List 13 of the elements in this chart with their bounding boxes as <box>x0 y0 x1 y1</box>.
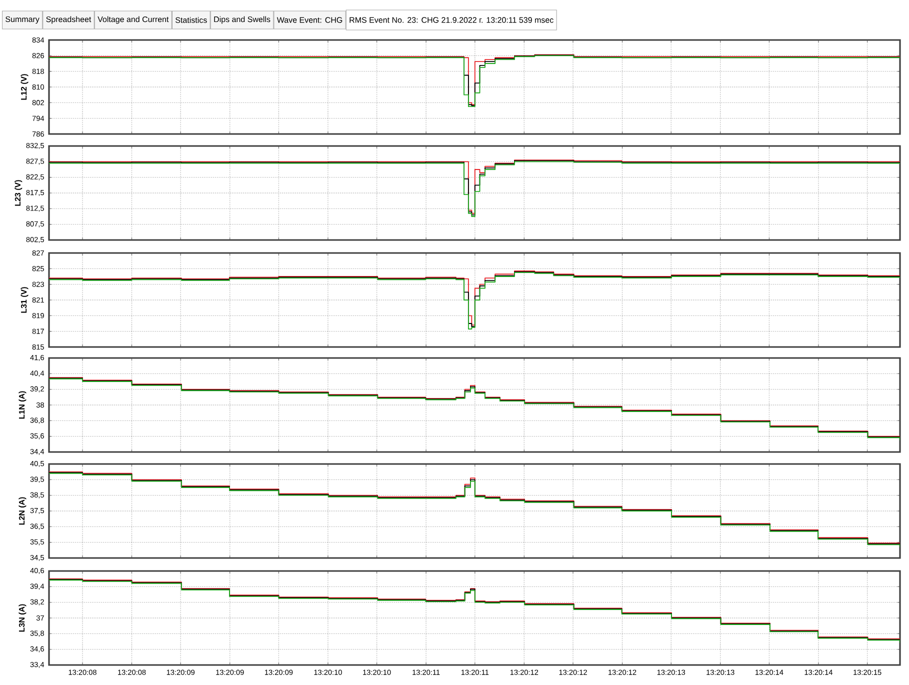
text: Voltage and Current <box>98 16 169 24</box>
text: Statistics <box>176 17 207 23</box>
chart-title: RMS Event No. 23: CHG 21.9.2022 г. 13:20:11 539 msec <box>350 17 554 23</box>
y-axis-title: L23 (V) <box>14 180 22 206</box>
text: Summary <box>6 16 40 24</box>
y-axis-title: L31 (V) <box>20 287 28 313</box>
y-axis-title: L1N (A) <box>18 391 26 419</box>
y-axis-title: L12 (V) <box>20 74 28 100</box>
y-axis-title: L2N (A) <box>18 497 26 525</box>
text: Wave Event: CHG <box>276 17 342 23</box>
y-axis-title: L3N (A) <box>18 604 26 632</box>
text: Spreadsheet <box>46 16 92 24</box>
text: Dips and Swells <box>214 16 270 24</box>
